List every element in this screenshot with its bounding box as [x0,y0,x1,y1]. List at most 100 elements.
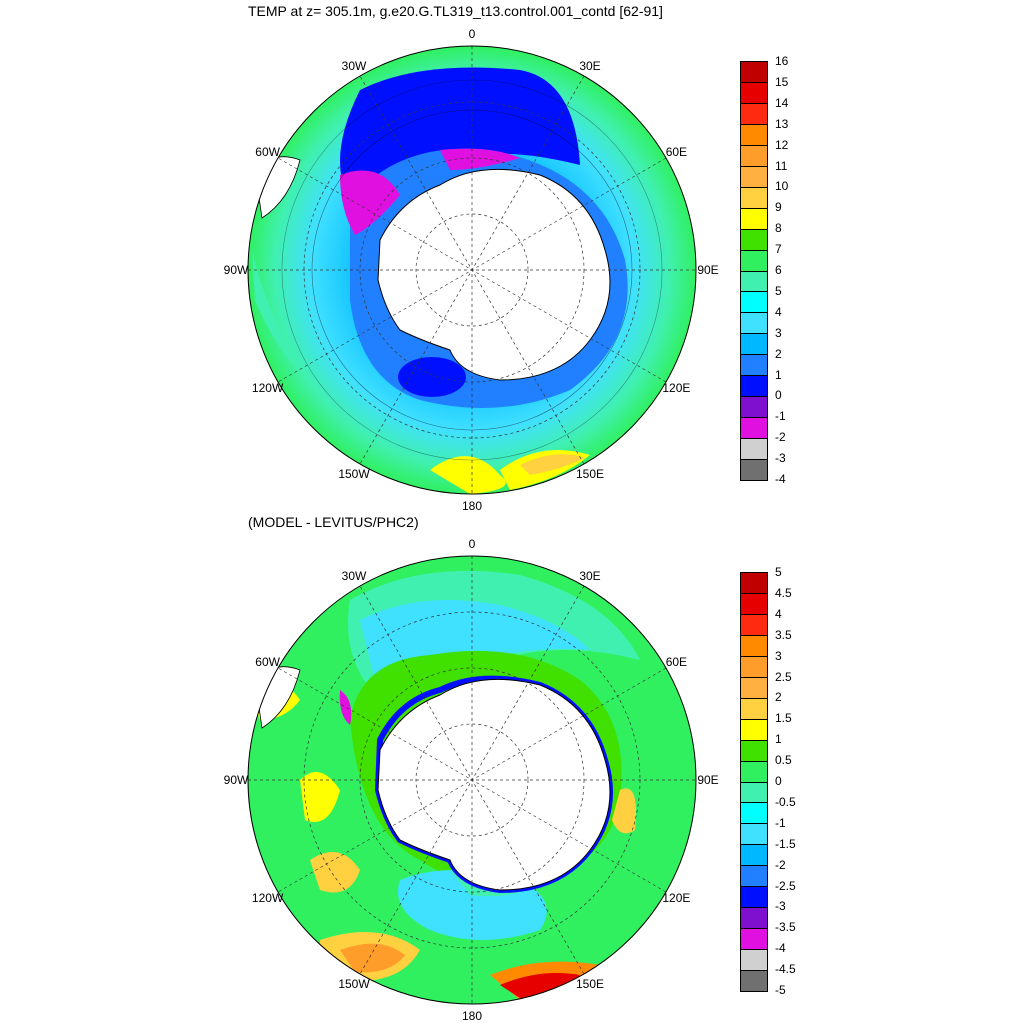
bottom-colorbar-label: 0.5 [775,753,792,768]
top-colorbar-label: 1 [775,367,782,382]
top-colorbar-box [741,355,767,377]
top-map-label-150w: 150W [338,467,370,482]
bottom-colorbar-box [741,719,767,741]
bottom-colorbar [740,572,768,992]
bottom-map-label-90w: 90W [223,773,249,787]
top-colorbar-box [741,187,767,209]
top-colorbar-box [741,82,767,104]
top-map [247,45,697,495]
top-map-label-90w: 90W [223,263,249,277]
top-colorbar-label: 10 [775,179,789,194]
top-colorbar-box [741,145,767,167]
bottom-colorbar-label: -1 [775,815,786,830]
bottom-colorbar-label: 3.5 [775,627,792,642]
top-panel-title: TEMP at z= 305.1m, g.e20.G.TL319_t13.con… [248,3,663,19]
top-map-label-30w: 30W [341,58,367,73]
top-colorbar-box [741,124,767,146]
bottom-map-label-120e: 120E [662,891,691,905]
top-colorbar-label: -4 [775,472,786,486]
top-colorbar-box [741,271,767,293]
bottom-colorbar-label: 0 [775,774,782,788]
top-colorbar-label: 7 [775,242,782,257]
bottom-colorbar-label: -1.5 [775,836,796,851]
bottom-colorbar-box [741,908,767,930]
top-colorbar-box [741,460,767,481]
bottom-colorbar-label: 1 [775,732,782,747]
bottom-colorbar-label: -2.5 [775,878,796,893]
top-map-label-60w: 60W [255,145,280,159]
top-map-label-120e: 120E [662,381,691,395]
top-colorbar-box [741,334,767,356]
bottom-colorbar-box [741,929,767,951]
bottom-map-label-180: 180 [461,1009,483,1023]
bottom-colorbar-label: 4 [775,606,782,621]
top-colorbar-label: 6 [775,263,782,277]
bottom-colorbar-box [741,971,767,992]
top-colorbar-box [741,229,767,251]
top-colorbar-label: 13 [775,116,789,131]
top-colorbar-label: -2 [775,430,786,445]
bottom-colorbar-box [741,761,767,783]
bottom-map-label-30w: 30W [341,568,367,583]
bottom-colorbar-box [741,740,767,762]
bottom-colorbar-label: 1.5 [775,711,792,726]
bottom-map-label-150e: 150E [575,977,605,992]
top-colorbar-label: -3 [775,451,786,466]
bottom-colorbar-label: 4.5 [775,585,792,600]
bottom-map-label-0: 0 [468,537,476,551]
top-colorbar-label: 8 [775,221,782,236]
bottom-colorbar-box [741,866,767,888]
bottom-colorbar-box [741,803,767,825]
bottom-panel-title: (MODEL - LEVITUS/PHC2) [248,514,419,530]
top-colorbar-box [741,313,767,335]
bottom-colorbar-box [741,698,767,720]
bottom-colorbar-box [741,845,767,867]
bottom-colorbar-label: -4 [775,941,786,956]
top-map-label-120w: 120W [251,381,284,395]
top-map-label-150e: 150E [575,467,605,482]
bottom-colorbar-box [741,824,767,846]
bottom-colorbar-box [741,593,767,615]
top-colorbar-box [741,250,767,272]
top-map-label-180: 180 [461,499,483,513]
top-colorbar [740,61,768,481]
bottom-colorbar-box [741,677,767,699]
bottom-colorbar-box [741,782,767,804]
bottom-colorbar-box [741,656,767,678]
bottom-colorbar-label: -3 [775,899,786,914]
bottom-map-label-150w: 150W [338,977,370,992]
top-colorbar-label: -1 [775,409,786,424]
top-colorbar-label: 9 [775,200,782,215]
bottom-map [247,555,697,1005]
top-colorbar-box [741,397,767,419]
bottom-colorbar-label: 3 [775,648,782,663]
top-colorbar-box [741,103,767,125]
top-colorbar-label: 16 [775,54,789,68]
top-colorbar-box [741,62,767,83]
bottom-colorbar-box [741,635,767,657]
bottom-map-label-60e: 60E [665,655,688,669]
top-colorbar-label: 12 [775,137,789,152]
top-map-label-30e: 30E [579,58,601,73]
top-colorbar-box [741,292,767,314]
bottom-map-label-60w: 60W [255,655,280,669]
bottom-colorbar-label: -3.5 [775,920,796,935]
top-colorbar-label: 11 [775,158,788,173]
bottom-map-label-120w: 120W [251,891,284,905]
top-colorbar-box [741,166,767,188]
bottom-colorbar-label: -0.5 [775,794,796,809]
bottom-colorbar-label: -5 [775,983,786,997]
bottom-map-label-30e: 30E [579,568,601,583]
top-colorbar-box [741,376,767,398]
bottom-colorbar-label: 2.5 [775,669,792,684]
top-colorbar-label: 2 [775,346,782,361]
bottom-colorbar-label: 5 [775,565,782,579]
bottom-map-label-90e: 90E [697,773,719,787]
top-colorbar-label: 3 [775,325,782,340]
top-colorbar-label: 14 [775,95,789,110]
bottom-colorbar-label: -4.5 [775,962,796,977]
top-colorbar-box [741,208,767,230]
bottom-colorbar-box [741,887,767,909]
top-colorbar-box [741,418,767,440]
